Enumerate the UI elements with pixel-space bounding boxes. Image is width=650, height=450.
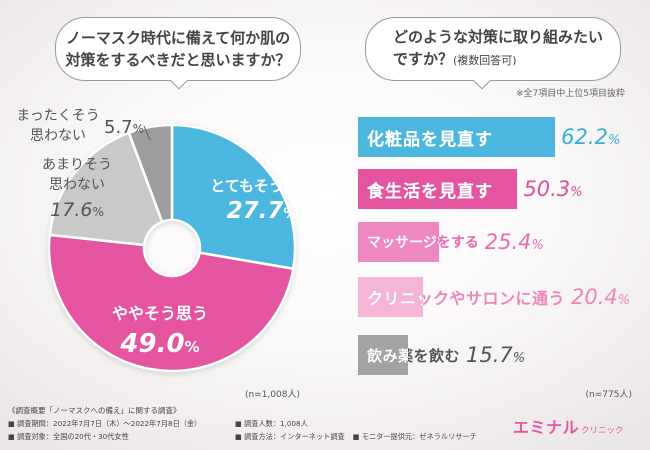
- bar-value: 15.7%: [466, 343, 525, 367]
- bar-value-unit: %: [607, 133, 621, 148]
- survey-period: ■ 調査期間：2022年7月7日（木）～2022年7月8日（金）: [8, 419, 202, 428]
- bar-label-clip: 食生活を見直す: [358, 169, 517, 209]
- bar-row: 食生活を見直す 食生活を見直す 50.3%: [358, 169, 583, 209]
- bar-value-unit: %: [570, 185, 583, 200]
- bar-track: マッサージをする マッサージをする: [358, 222, 479, 262]
- bar-value-number: 50.3: [523, 177, 571, 201]
- bar-chart-note: ※全7項目中上位5項目抜粋: [516, 89, 625, 99]
- leader-line: [143, 125, 151, 141]
- slice-label-strongly-agree: とてもそう思う 27.7%: [200, 176, 324, 229]
- bar-label: 食生活を見直す: [367, 181, 493, 202]
- slice-value-strongly-disagree: 5.7%: [104, 115, 144, 142]
- bar: [358, 117, 556, 157]
- survey-target: ■ 調査対象：全国の20代・30代女性: [8, 432, 129, 441]
- slice-label-somewhat-agree: ややそう思う 49.0%: [95, 303, 225, 366]
- bar-value-number: 20.4: [571, 285, 618, 309]
- slice-label-text-line-1: まったくそう: [16, 108, 100, 124]
- question-left-line-2: 対策をするべきだと思いますか？: [65, 51, 291, 69]
- survey-method: ■ 調査方法：インターネット調査: [235, 432, 345, 441]
- bar-label-clip: 化粧品を見直す: [358, 117, 555, 157]
- donut-slice-somewhat-agree: [47, 233, 295, 373]
- bar-label-clip: マッサージをする: [358, 222, 439, 262]
- survey-method-row: ■ 調査方法：インターネット調査 ■ モニター提供元：ゼネラルリサーチ: [235, 432, 477, 442]
- bar-value-unit: %: [617, 293, 631, 308]
- slice-value: 27.7%: [200, 196, 324, 229]
- slice-value-unit: %: [283, 206, 298, 222]
- logo-sub-text: クリニック: [581, 426, 624, 436]
- donut-sample-size: (n=1,008人): [244, 390, 300, 400]
- bar-label: 化粧品を見直す: [367, 129, 493, 150]
- slice-value-unit: %: [132, 122, 145, 136]
- clinic-logo: エミナル クリニック: [513, 414, 624, 438]
- bar-value-unit: %: [531, 238, 544, 253]
- slice-value-number: 27.7: [226, 198, 284, 224]
- slice-value-unit: %: [184, 338, 200, 356]
- bar-label: 飲み薬を飲む: [367, 346, 461, 365]
- slice-label-text-line-2: 思わない: [30, 128, 86, 144]
- bar-label-inner: 食生活を見直す: [367, 181, 493, 202]
- slice-value-number: 49.0: [120, 329, 185, 359]
- bar-row: マッサージをする マッサージをする 25.4%: [358, 222, 544, 262]
- bar-value-number: 62.2: [561, 125, 608, 149]
- survey-count: ■ 調査人数：1,008人: [235, 419, 308, 428]
- survey-provider: ■ モニター提供元：ゼネラルリサーチ: [352, 432, 477, 441]
- question-right-line-1: どのような対策に取り組みたい: [393, 28, 604, 46]
- bar-value: 50.3%: [523, 177, 582, 201]
- bar-label-clip: クリニックやサロンに通う: [358, 277, 423, 317]
- slice-value-number: 5.7: [104, 117, 133, 138]
- bar-value-number: 15.7: [466, 343, 513, 367]
- bar-value-number: 25.4: [484, 230, 532, 254]
- bar-sample-size: (n=775人): [585, 390, 632, 400]
- donut-slices: [47, 123, 297, 373]
- bar-label: マッサージをする: [367, 235, 479, 251]
- question-bubble-left: ノーマスク時代に備えて何か肌の 対策をするべきだと思いますか？: [55, 17, 301, 90]
- donut-slice-somewhat-disagree: [48, 131, 164, 247]
- slice-label-strongly-disagree: まったくそう 思わない: [8, 106, 108, 146]
- question-bubble-right: どのような対策に取り組みたい ですか？(複数回答可): [365, 17, 621, 90]
- bar-label-inner: 飲み薬を飲む: [367, 346, 408, 365]
- bubble-tail: [473, 72, 491, 90]
- bar-value-unit: %: [512, 351, 526, 366]
- bar: [358, 277, 423, 317]
- slice-label-text-line-2: 思わない: [49, 177, 105, 193]
- bar-value: 25.4%: [485, 230, 544, 254]
- bar-row: 化粧品を見直す 化粧品を見直す 62.2%: [358, 117, 620, 157]
- bar: [358, 335, 408, 375]
- survey-title: 《調査概要「ノーマスクへの備え」に関する調査》: [8, 406, 181, 415]
- donut-chart: [47, 123, 297, 373]
- slice-value-unit: %: [92, 205, 104, 219]
- slice-label-text: ややそう思う: [111, 304, 208, 323]
- donut-slice-strongly-disagree: [127, 123, 174, 224]
- slice-value-number: 17.6: [50, 199, 93, 221]
- bar-label-inner: クリニックやサロンに通う: [367, 289, 423, 308]
- bar-row: クリニックやサロンに通う クリニックやサロンに通う 20.4%: [358, 277, 630, 317]
- question-right-note: (複数回答可): [453, 54, 517, 67]
- bar: [358, 222, 439, 262]
- logo-main-text: エミナル: [513, 418, 580, 437]
- bar-label-inner: 化粧品を見直す: [367, 129, 493, 150]
- bar-track: 飲み薬を飲む 飲み薬を飲む: [358, 335, 460, 375]
- bar-row: 飲み薬を飲む 飲み薬を飲む 15.7%: [358, 335, 525, 375]
- bar-value: 62.2%: [561, 125, 620, 149]
- bar-label: クリニックやサロンに通う: [367, 289, 566, 308]
- bar-track: 食生活を見直す 食生活を見直す: [358, 169, 518, 209]
- slice-label-text: とてもそう思う: [210, 177, 314, 195]
- slice-value: 17.6%: [27, 195, 127, 227]
- bar-value: 20.4%: [571, 285, 630, 309]
- slice-value: 49.0%: [95, 325, 225, 366]
- question-right-line-2-text: ですか？: [393, 50, 454, 68]
- bar-track: クリニックやサロンに通う クリニックやサロンに通う: [358, 277, 565, 317]
- question-left-line-1: ノーマスク時代に備えて何か肌の: [65, 29, 291, 47]
- bar-track: 化粧品を見直す 化粧品を見直す: [358, 117, 556, 157]
- slice-label-text-line-1: あまりそう: [42, 157, 112, 173]
- bar-label-clip: 飲み薬を飲む: [358, 335, 408, 375]
- bar: [358, 169, 518, 209]
- bar-label-inner: マッサージをする: [367, 235, 439, 251]
- question-right-line-2: ですか？(複数回答可): [393, 48, 620, 72]
- slice-label-somewhat-disagree: あまりそう 思わない 17.6%: [27, 155, 127, 227]
- donut-slice-strongly-agree: [170, 123, 297, 271]
